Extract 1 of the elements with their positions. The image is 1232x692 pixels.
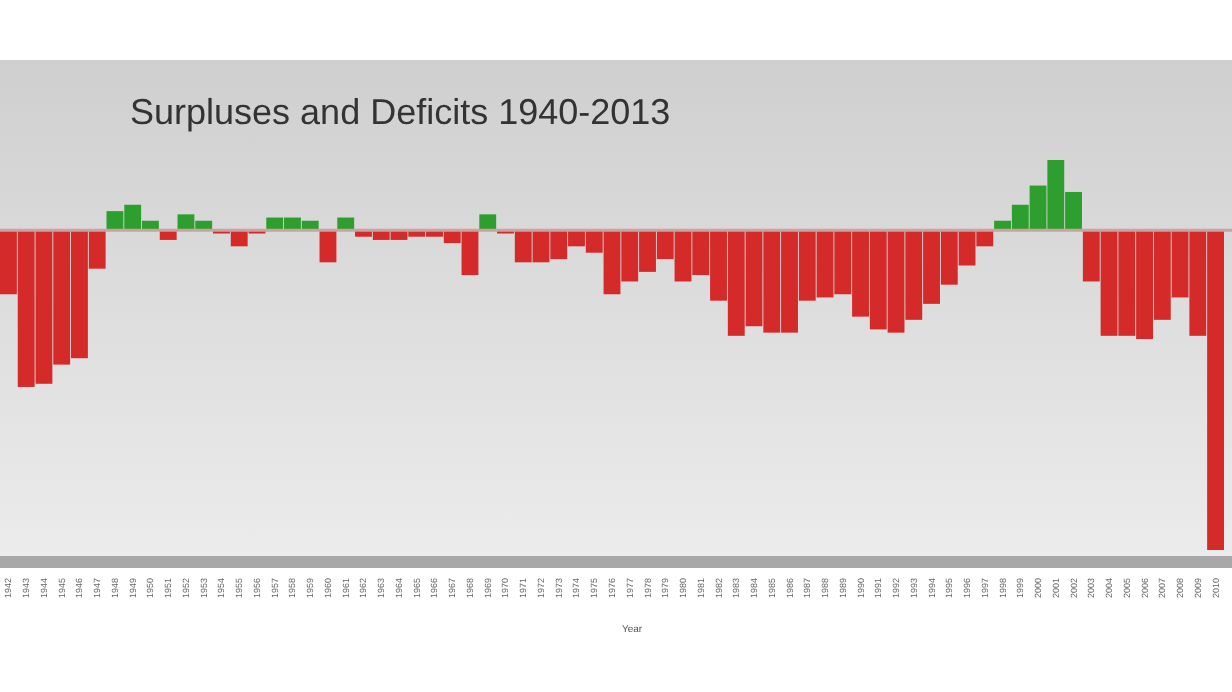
chart-title: Surpluses and Deficits 1940-2013 [130, 92, 671, 132]
